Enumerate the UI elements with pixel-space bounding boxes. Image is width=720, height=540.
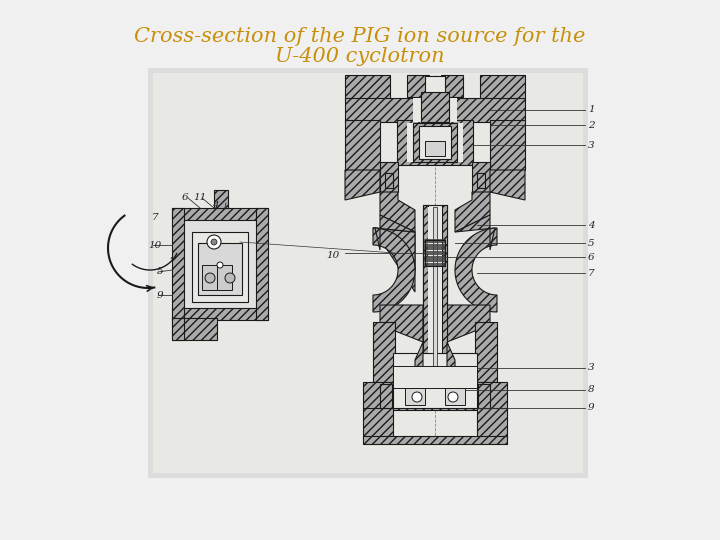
Bar (153, 73, 583, 473)
Bar (433, 207, 437, 368)
Text: 5: 5 (157, 267, 163, 276)
Bar (445, 385, 465, 405)
Bar (477, 408, 507, 438)
Polygon shape (455, 215, 495, 250)
Circle shape (225, 273, 235, 283)
Bar (423, 205, 428, 370)
Text: 7: 7 (588, 268, 595, 278)
Text: 11: 11 (194, 193, 207, 202)
Text: 6: 6 (181, 193, 189, 202)
Bar (373, 322, 395, 382)
Circle shape (211, 239, 217, 245)
Polygon shape (415, 342, 423, 385)
Circle shape (448, 392, 458, 402)
Bar (148, 68, 588, 478)
Bar (214, 190, 228, 208)
Polygon shape (380, 192, 415, 232)
Text: 2: 2 (588, 120, 595, 130)
Bar (345, 120, 380, 170)
Bar (217, 265, 232, 290)
Bar (172, 208, 184, 320)
Bar (385, 173, 393, 188)
Bar (419, 126, 451, 159)
Bar (172, 318, 184, 340)
Bar (172, 208, 268, 220)
Bar (380, 384, 392, 408)
Text: 8: 8 (588, 386, 595, 395)
Bar (393, 366, 477, 388)
Circle shape (207, 235, 221, 249)
Bar (407, 75, 429, 97)
Bar (345, 98, 525, 122)
Bar (472, 162, 490, 192)
Text: 3: 3 (588, 363, 595, 373)
Circle shape (412, 392, 422, 402)
Polygon shape (490, 170, 525, 200)
Text: Cross-section of the PIG ion source for the: Cross-section of the PIG ion source for … (135, 28, 585, 46)
Bar (198, 243, 242, 295)
Bar (397, 120, 473, 165)
Text: 10: 10 (148, 240, 161, 249)
Bar (480, 75, 525, 100)
Bar (421, 92, 449, 122)
Bar (380, 384, 490, 408)
Bar (477, 173, 485, 188)
Bar (256, 208, 268, 320)
Polygon shape (373, 228, 415, 292)
Text: 9: 9 (588, 403, 595, 413)
Text: U-400 cyclotron: U-400 cyclotron (275, 48, 445, 66)
Bar (192, 232, 248, 302)
Polygon shape (345, 170, 380, 200)
Polygon shape (447, 305, 490, 342)
Bar (363, 408, 393, 438)
Text: 1: 1 (588, 105, 595, 114)
Text: 9: 9 (157, 291, 163, 300)
Polygon shape (455, 192, 490, 232)
Bar (345, 75, 390, 100)
Polygon shape (373, 228, 415, 312)
Circle shape (217, 262, 223, 268)
Bar (475, 322, 497, 382)
Text: 5: 5 (588, 239, 595, 247)
Text: 4: 4 (588, 220, 595, 230)
Bar (405, 385, 425, 405)
Polygon shape (380, 305, 423, 342)
Bar (184, 220, 256, 308)
Bar (407, 123, 463, 162)
Bar (172, 308, 268, 320)
Text: 3: 3 (588, 140, 595, 150)
Bar (478, 384, 490, 408)
Text: 7: 7 (152, 213, 158, 221)
Bar (413, 98, 457, 122)
Text: 6: 6 (588, 253, 595, 261)
Bar (425, 76, 445, 92)
Bar (363, 382, 507, 410)
Polygon shape (455, 228, 497, 312)
Bar (423, 205, 447, 370)
Text: 4: 4 (212, 200, 218, 210)
Bar (425, 240, 445, 266)
Bar (380, 162, 398, 192)
Bar (441, 75, 463, 97)
Bar (490, 120, 525, 170)
Polygon shape (447, 342, 455, 385)
Bar (172, 318, 217, 340)
Polygon shape (375, 215, 415, 250)
Bar (393, 353, 477, 408)
Circle shape (205, 273, 215, 283)
Bar (363, 436, 507, 444)
Bar (413, 123, 457, 162)
Bar (428, 207, 442, 368)
Polygon shape (373, 228, 415, 270)
Text: 10: 10 (327, 251, 340, 260)
Bar (202, 265, 217, 290)
Bar (442, 205, 447, 370)
Bar (425, 141, 445, 156)
